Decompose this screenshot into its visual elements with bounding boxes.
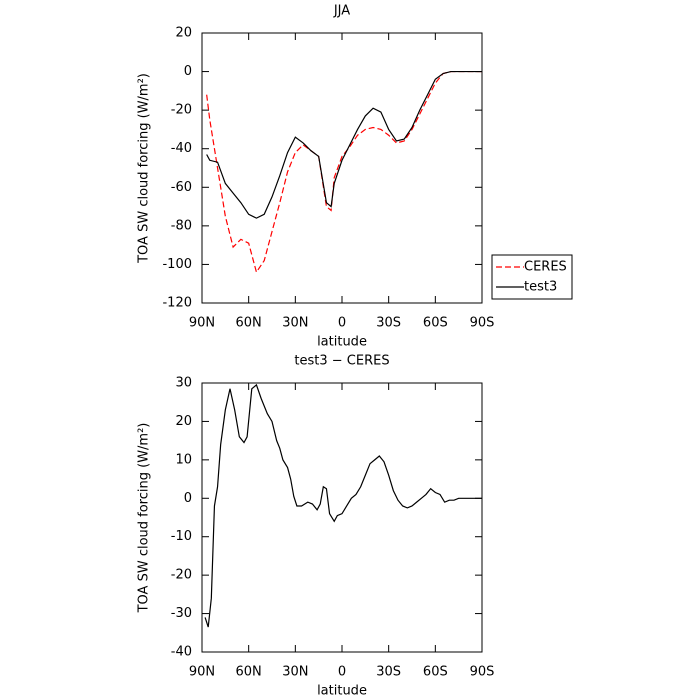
plot-frame (201, 32, 483, 304)
y-tick-label: -120 (162, 296, 192, 311)
y-tick-label: 20 (175, 26, 192, 41)
y-tick-label: -20 (171, 103, 192, 118)
y-tick-label: 20 (175, 414, 192, 429)
y-axis-label: TOA SW cloud forcing (W/m²) (137, 73, 152, 264)
chart-title: test3 − CERES (294, 354, 389, 369)
x-tick-label: 90S (470, 665, 495, 680)
x-tick-label: 90N (189, 316, 215, 331)
x-tick-label: 30N (282, 665, 308, 680)
y-tick-label: -60 (171, 180, 192, 195)
y-tick-label: 0 (184, 64, 192, 79)
x-tick-label: 90N (189, 665, 215, 680)
y-tick-label: 10 (175, 452, 192, 467)
x-axis-label: latitude (317, 335, 367, 350)
y-tick-label: -40 (171, 645, 192, 660)
x-tick-label: 30S (376, 665, 401, 680)
y-tick-label: -40 (171, 141, 192, 156)
x-tick-label: 60S (423, 665, 448, 680)
x-tick-label: 0 (338, 316, 346, 331)
legend-label: test3 (524, 280, 557, 295)
data-line (206, 70, 482, 274)
y-tick-label: 30 (175, 376, 192, 391)
x-tick-label: 0 (338, 665, 346, 680)
x-tick-label: 60N (236, 316, 262, 331)
legend-label: CERES (524, 260, 567, 275)
legend-box (491, 254, 573, 300)
y-tick-label: -10 (171, 529, 192, 544)
x-tick-label: 30S (376, 316, 401, 331)
data-line (206, 70, 482, 219)
chart-title: JJA (333, 4, 350, 19)
x-tick-label: 90S (470, 316, 495, 331)
y-axis-label: TOA SW cloud forcing (W/m²) (137, 423, 152, 614)
plot-frame (201, 382, 483, 653)
x-tick-label: 60N (236, 665, 262, 680)
y-tick-label: -20 (171, 568, 192, 583)
x-tick-label: 60S (423, 316, 448, 331)
x-axis-label: latitude (317, 684, 367, 699)
x-tick-label: 30N (282, 316, 308, 331)
y-tick-label: 0 (184, 491, 192, 506)
y-tick-label: -100 (162, 257, 192, 272)
y-tick-label: -30 (171, 606, 192, 621)
data-line (204, 383, 482, 628)
y-tick-label: -80 (171, 218, 192, 233)
